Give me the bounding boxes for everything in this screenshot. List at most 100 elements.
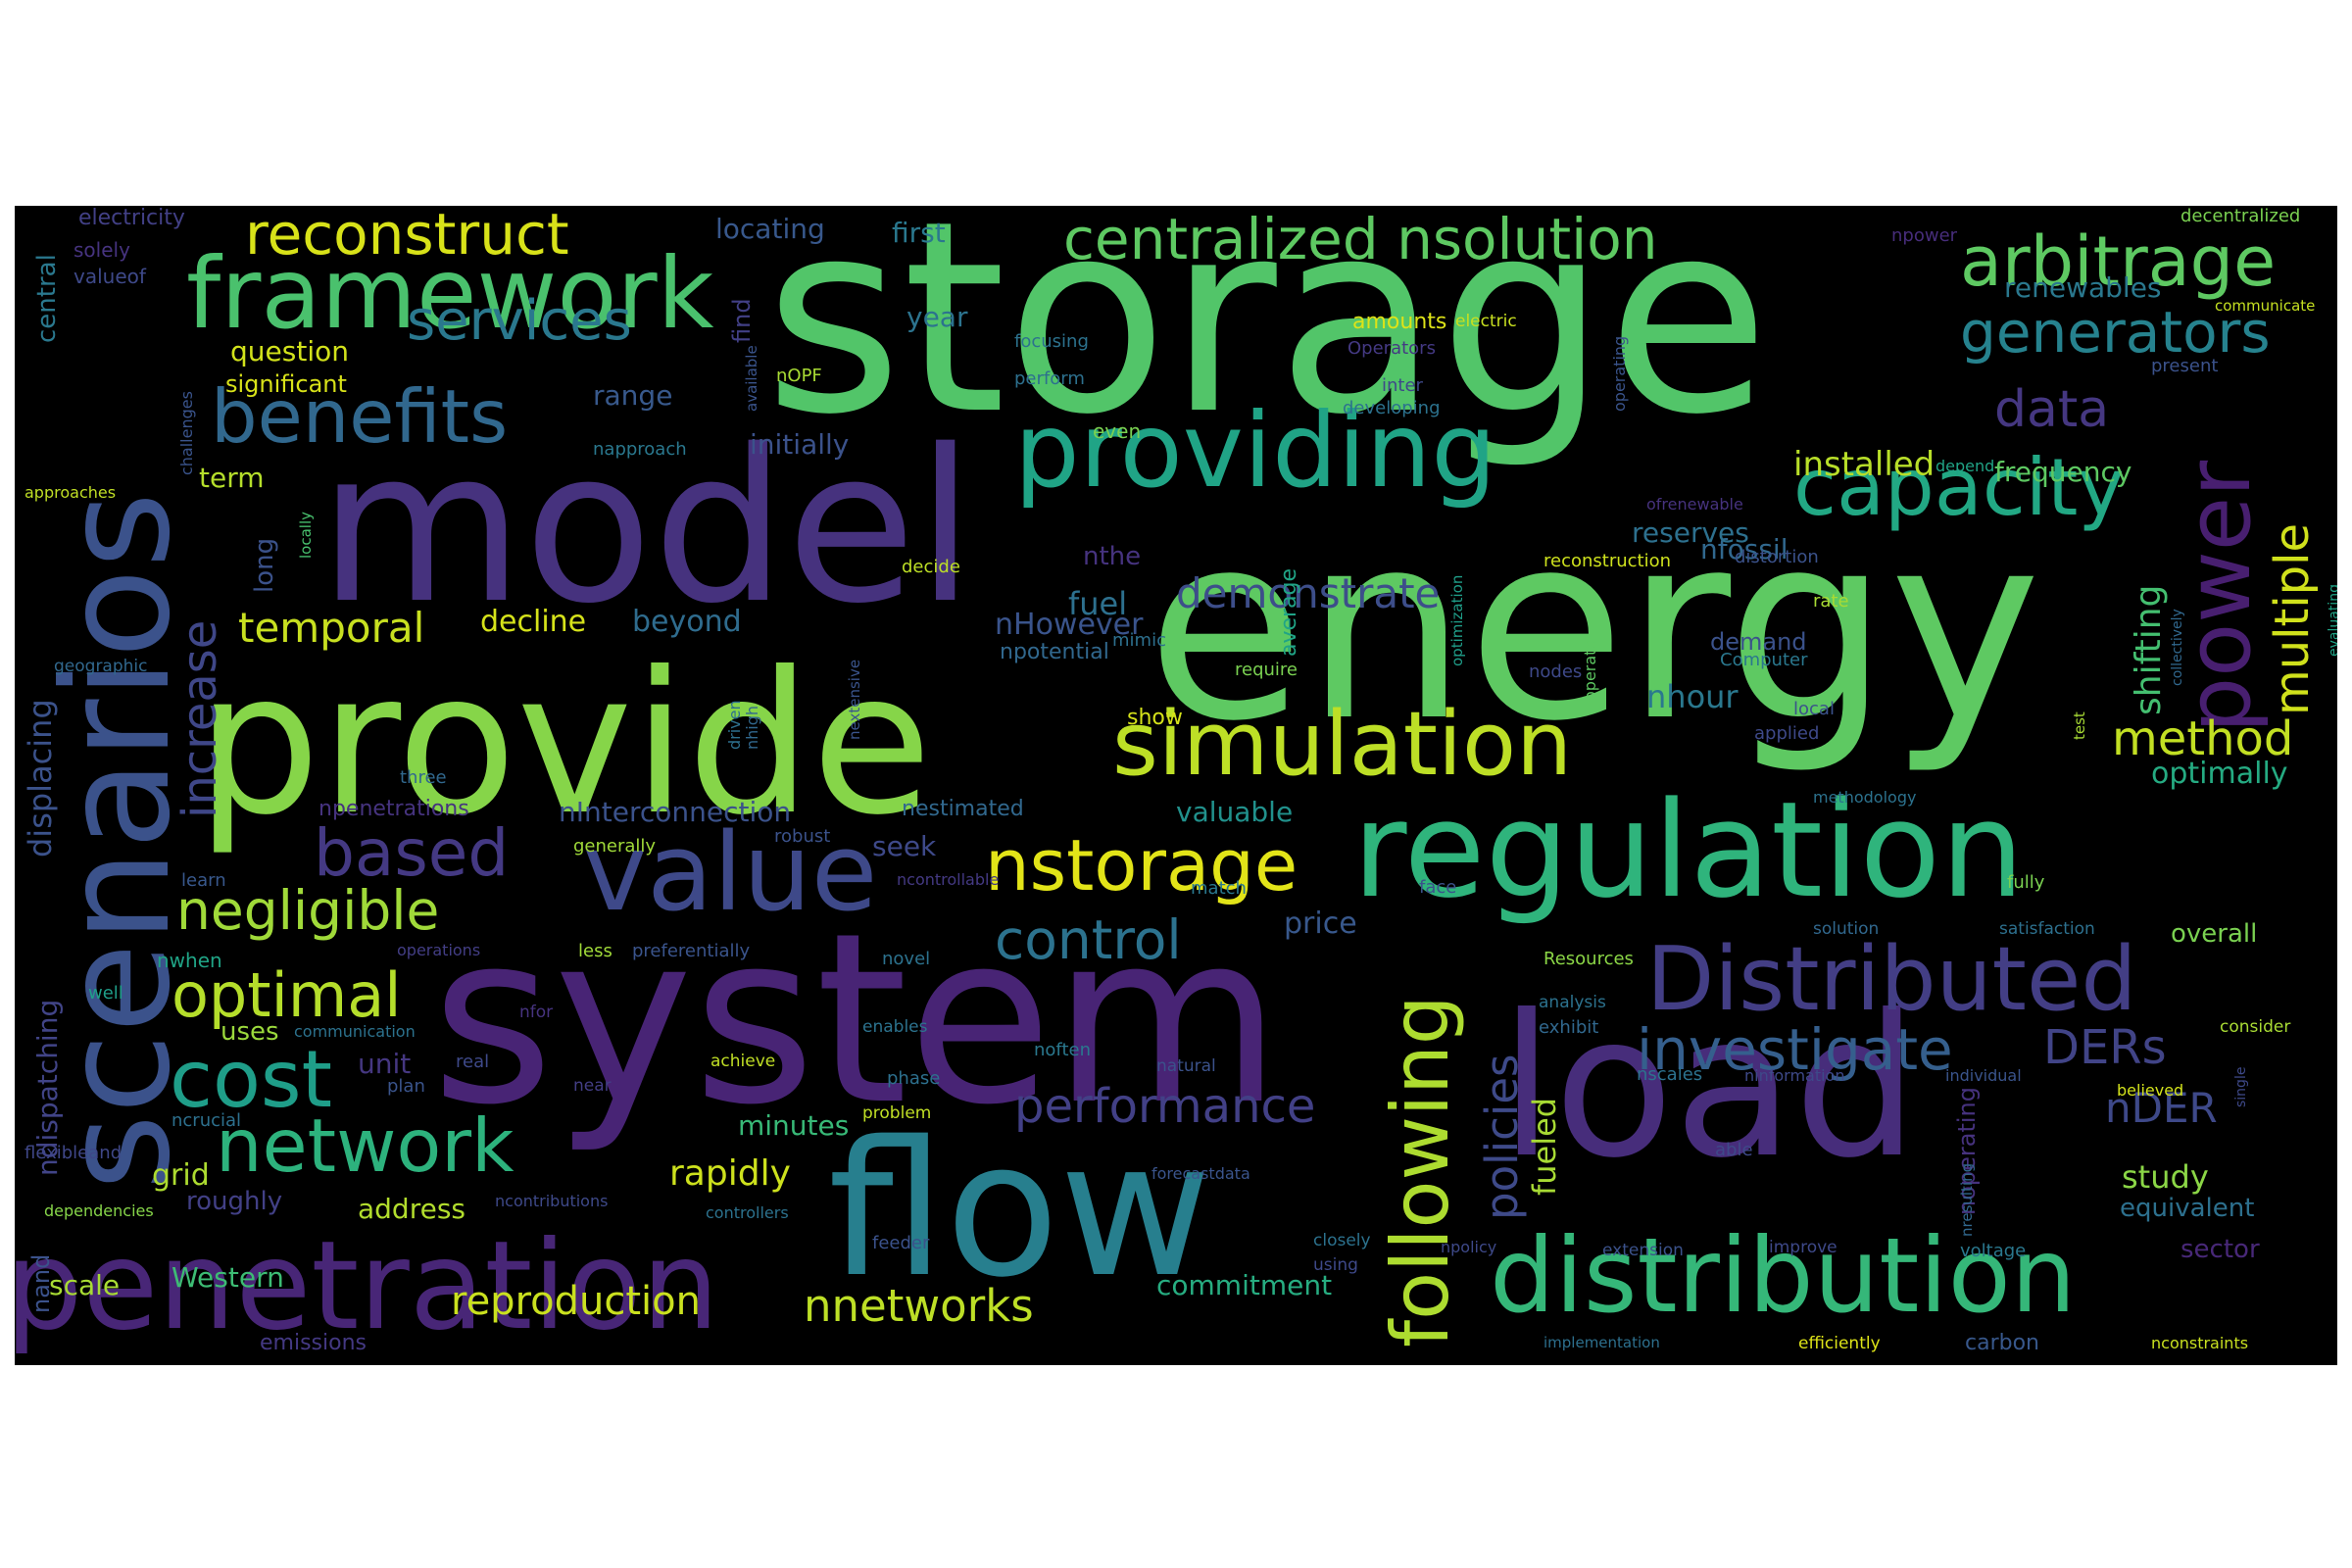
word-preferentially: preferentially	[632, 941, 751, 961]
word-present: present	[2151, 356, 2219, 376]
word-generally: generally	[573, 836, 657, 857]
word-temporal: temporal	[238, 604, 425, 652]
word-npower: npower	[1891, 225, 1958, 246]
word-based: based	[314, 815, 510, 891]
word-focusing: focusing	[1014, 331, 1089, 352]
word-controllers: controllers	[706, 1203, 789, 1222]
word-applied: applied	[1754, 723, 1820, 744]
word-data: data	[1994, 380, 2110, 439]
word-nthe: nthe	[1083, 542, 1142, 571]
word-exhibit: exhibit	[1539, 1017, 1599, 1038]
word-npenetrations: npenetrations	[318, 797, 469, 821]
word-ninformation: ninformation	[1744, 1066, 1845, 1085]
word-using: using	[1313, 1255, 1358, 1275]
word-reserves: reserves	[1632, 516, 1749, 549]
word-price: price	[1284, 906, 1357, 941]
word-significant: significant	[225, 370, 347, 398]
word-providing: providing	[1014, 391, 1497, 511]
word-consider: consider	[2220, 1017, 2291, 1037]
word-range: range	[593, 379, 673, 412]
word-model: model	[318, 404, 975, 650]
word-closely: closely	[1313, 1231, 1371, 1250]
word-npotential: npotential	[1000, 640, 1109, 664]
word-challenges: challenges	[177, 391, 196, 475]
word-first: first	[892, 217, 946, 249]
word-emissions: emissions	[260, 1331, 367, 1355]
word-nopf: nOPF	[776, 366, 822, 386]
word-nder: nDER	[2105, 1084, 2218, 1132]
word-renewables: renewables	[2004, 271, 2162, 304]
word-analysis: analysis	[1539, 993, 1606, 1012]
word-electric: electric	[1455, 312, 1517, 331]
word-operating: operating	[1610, 335, 1629, 412]
word-nfor: nfor	[519, 1003, 554, 1022]
word-energy: energy	[1147, 478, 2041, 777]
word-operations: operations	[397, 941, 481, 959]
word-generators: generators	[1960, 299, 2271, 366]
word-central: central	[32, 254, 62, 343]
word-unit: unit	[358, 1048, 412, 1080]
word-nnetworks: nnetworks	[804, 1280, 1034, 1332]
word-local: local	[1793, 699, 1835, 719]
word-flow: flow	[828, 1102, 1212, 1318]
word-available: available	[743, 345, 760, 412]
word-find: find	[728, 298, 756, 343]
word-improve: improve	[1769, 1238, 1838, 1257]
word-dependencies: dependencies	[44, 1201, 154, 1220]
word-roughly: roughly	[186, 1187, 283, 1216]
word-nscales: nscales	[1637, 1064, 1703, 1085]
word-mimic: mimic	[1112, 630, 1166, 651]
word-address: address	[358, 1193, 466, 1225]
word-grid: grid	[152, 1158, 210, 1193]
word-average: average	[1277, 567, 1301, 657]
word-long: long	[250, 537, 279, 593]
word-nfossil: nfossil	[1700, 533, 1788, 565]
word-load: load	[1499, 973, 1919, 1201]
word-carbon: carbon	[1965, 1331, 2039, 1355]
word-napproach: napproach	[593, 439, 687, 460]
word-methodology: methodology	[1813, 788, 1917, 807]
word-fueled: fueled	[1526, 1097, 1563, 1196]
word-multiple: multiple	[2265, 522, 2320, 715]
word-distribution: distribution	[1490, 1216, 2077, 1336]
word-year: year	[906, 301, 968, 333]
word-nhowever: nHowever	[995, 608, 1144, 642]
word-negligible: negligible	[176, 879, 440, 942]
word-near: near	[573, 1076, 612, 1096]
word-test: test	[2071, 711, 2088, 740]
word-forecastdata: forecastdata	[1152, 1164, 1250, 1183]
word-match: match	[1191, 878, 1247, 899]
word-satisfaction: satisfaction	[1999, 919, 2095, 939]
word-operators: Operators	[1348, 338, 1436, 359]
word-communication: communication	[294, 1022, 416, 1041]
word-fully: fully	[2007, 872, 2045, 893]
word-computer: Computer	[1720, 650, 1808, 670]
word-term: term	[199, 462, 265, 494]
word-regulation: regulation	[1352, 773, 2025, 927]
word-sector: sector	[2180, 1235, 2260, 1264]
word-distortion: distortion	[1735, 547, 1819, 567]
word-nestimated: nestimated	[902, 797, 1024, 821]
word-frequency: frequency	[1994, 456, 2132, 488]
word-efficiently: efficiently	[1798, 1334, 1881, 1353]
word-nodes: nodes	[1529, 662, 1583, 682]
word-nresulting: nresulting	[1958, 1162, 1976, 1237]
word-services: services	[407, 289, 632, 353]
word-ncrucial: ncrucial	[172, 1110, 242, 1131]
word-commitment: commitment	[1156, 1269, 1333, 1301]
word-equivalent: equivalent	[2120, 1194, 2255, 1223]
word-require: require	[1235, 660, 1298, 680]
word-distributed: Distributed	[1646, 928, 2137, 1031]
word-ncontributions: ncontributions	[495, 1192, 609, 1210]
word-learn: learn	[181, 870, 226, 891]
word-evaluating: evaluating	[2327, 584, 2337, 657]
word-system: system	[431, 882, 1282, 1156]
word-rate: rate	[1813, 591, 1849, 612]
word-framework: framework	[186, 236, 714, 351]
word-feeder: feeder	[872, 1233, 930, 1253]
word-able: able	[1715, 1140, 1753, 1160]
word-solely: solely	[74, 238, 130, 262]
word-cost: cost	[170, 1034, 332, 1125]
word-natural: natural	[1156, 1056, 1216, 1076]
word-believed: believed	[2117, 1081, 2184, 1100]
